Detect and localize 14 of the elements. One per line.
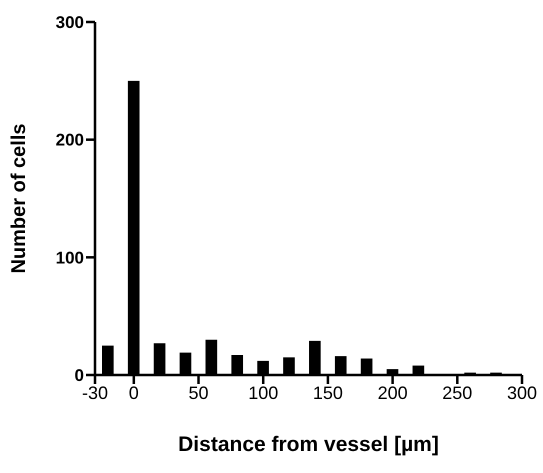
y-tick-label: 100 bbox=[56, 248, 84, 268]
y-tick-label: 0 bbox=[74, 366, 84, 386]
y-tick-label: 300 bbox=[56, 13, 84, 32]
x-tick-label: 150 bbox=[312, 382, 343, 403]
x-axis-title: Distance from vessel [µm] bbox=[178, 433, 439, 456]
x-tick-label: -30 bbox=[82, 382, 108, 403]
x-tick-label: 250 bbox=[442, 382, 472, 403]
x-tick-label: 0 bbox=[128, 382, 139, 403]
x-tick-label: 100 bbox=[248, 382, 278, 403]
x-tick-label: 200 bbox=[378, 382, 408, 403]
y-tick-label: 200 bbox=[56, 130, 84, 150]
x-tick-label: 50 bbox=[188, 382, 209, 403]
y-axis-title: Number of cells bbox=[8, 123, 30, 274]
x-tick-label: 300 bbox=[506, 382, 538, 403]
